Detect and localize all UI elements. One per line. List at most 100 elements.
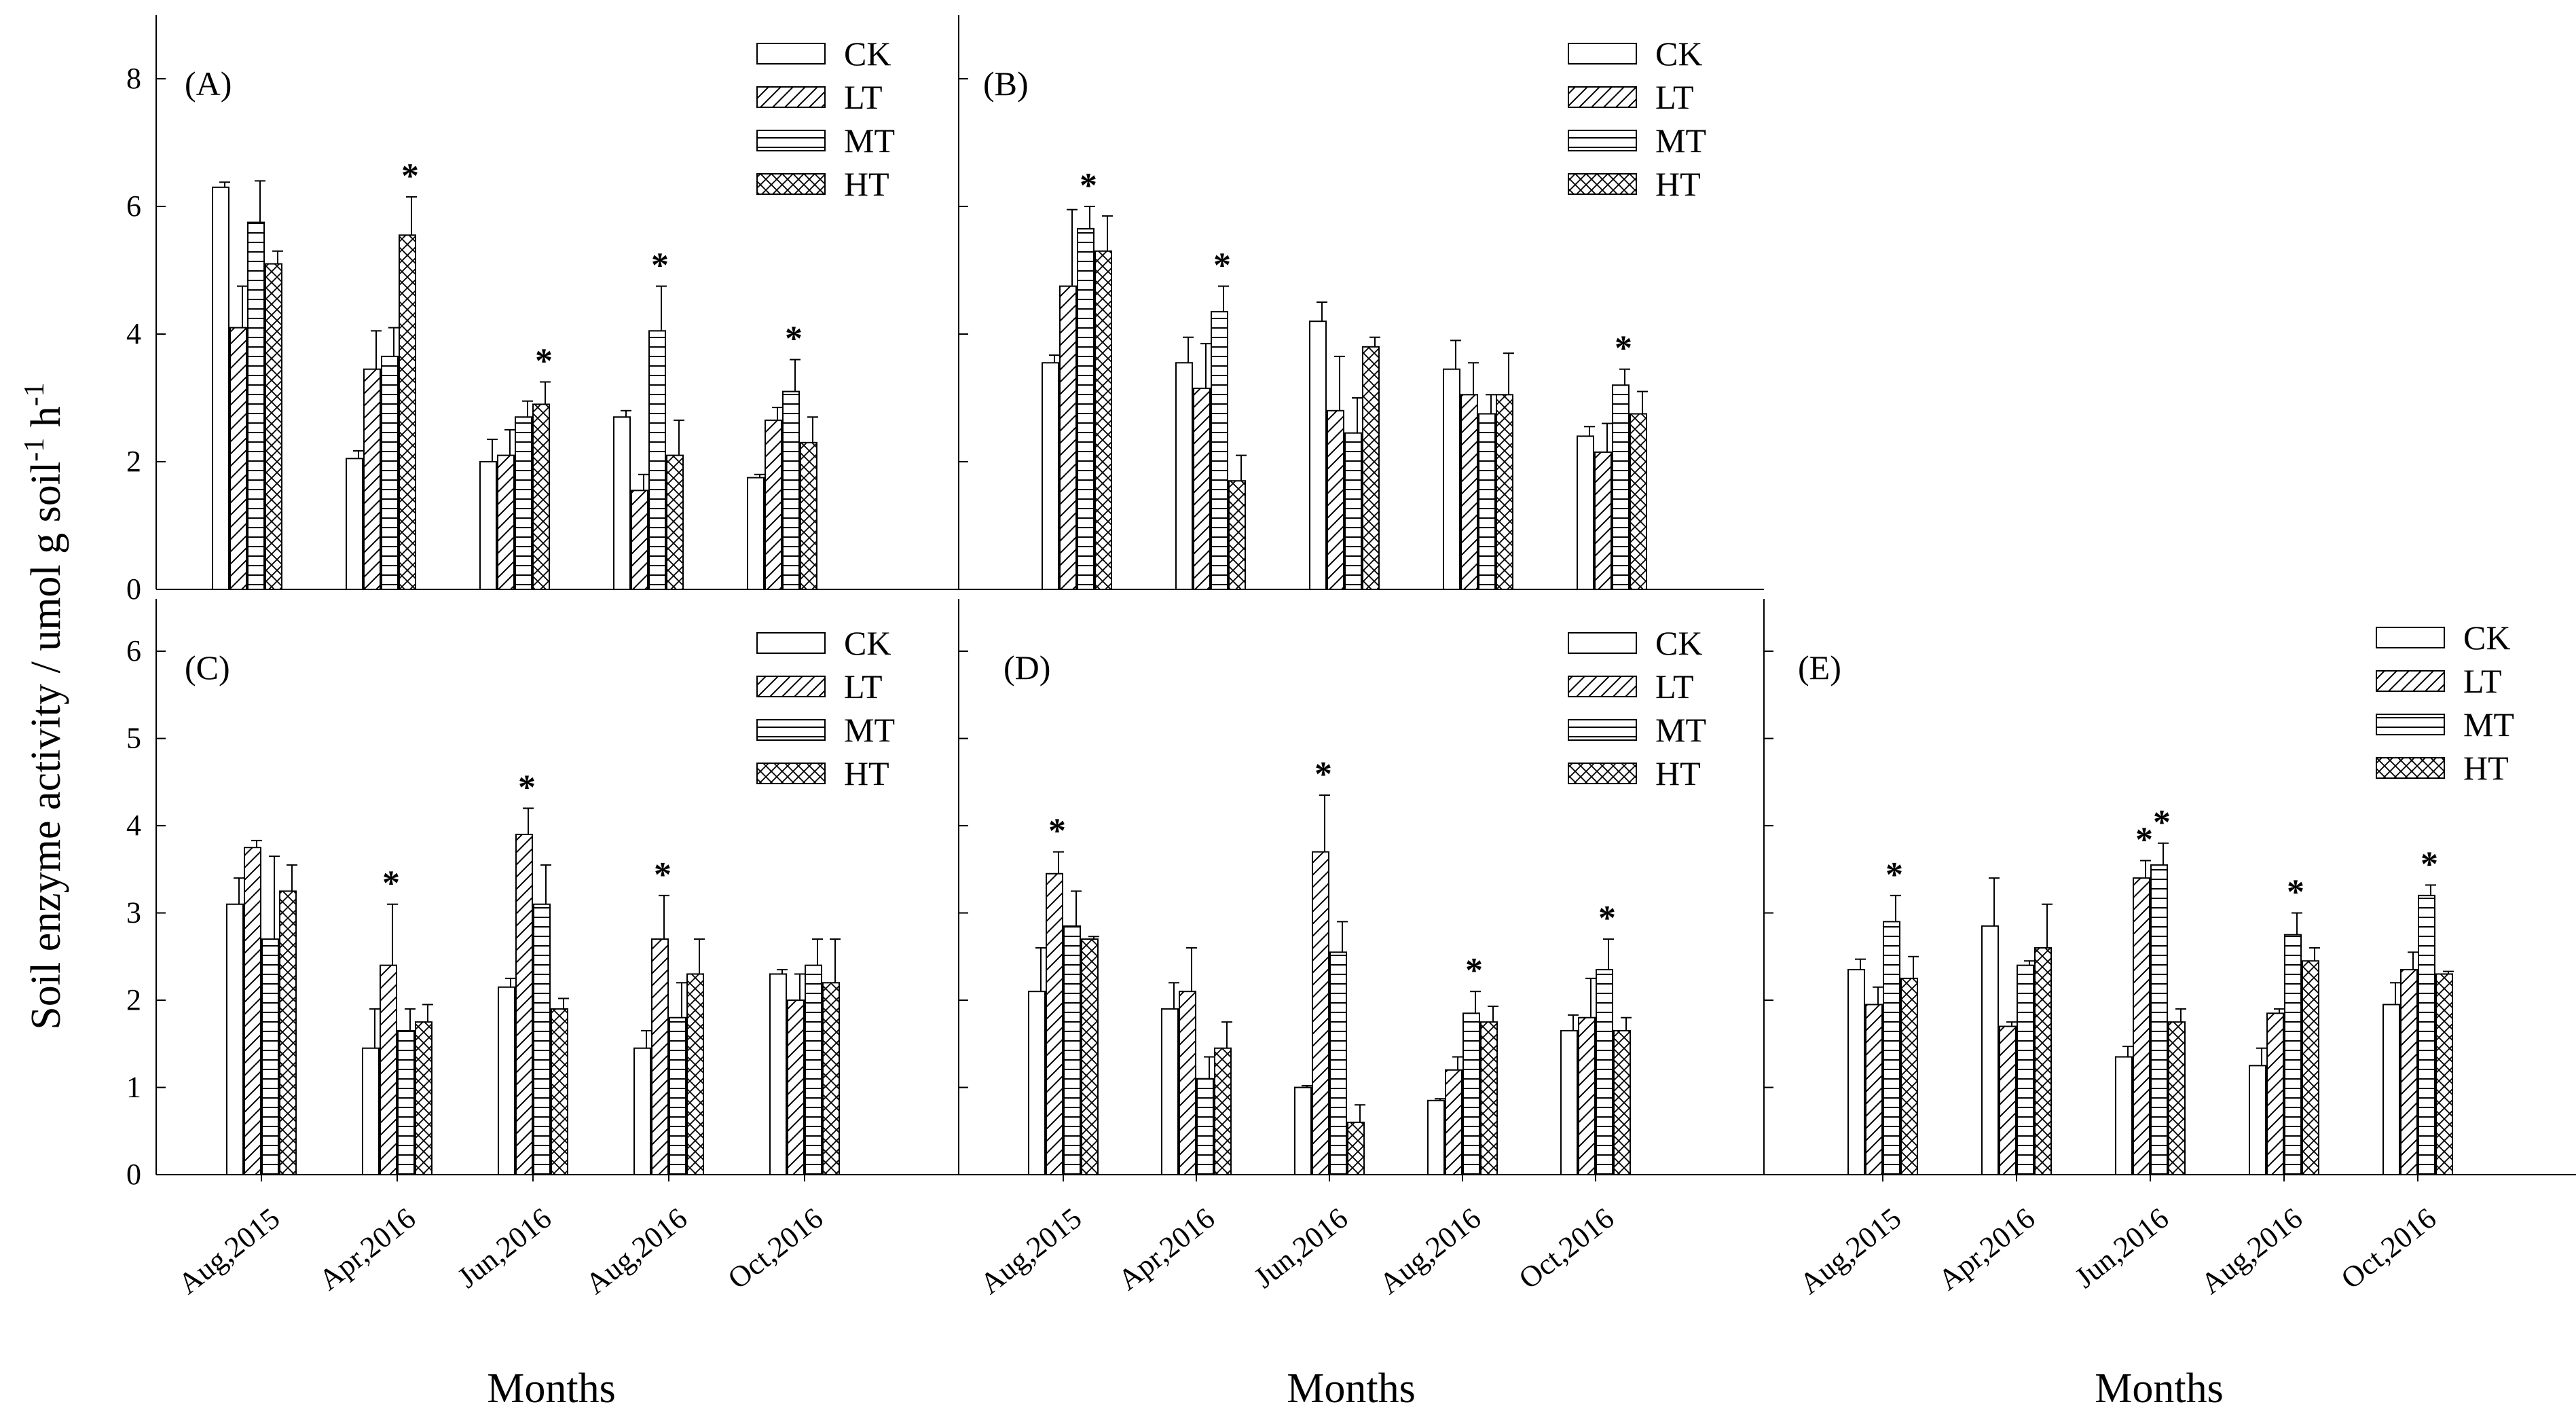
bar-mt	[1063, 925, 1081, 1176]
bar-lt	[363, 368, 381, 590]
legend-label-ck: CK	[2463, 619, 2510, 657]
bar-ck	[226, 903, 244, 1176]
bar-lt	[1179, 991, 1196, 1175]
x-tick-label: Jun,2016	[1248, 1201, 1354, 1294]
x-tick-label: Apr,2016	[1111, 1201, 1221, 1297]
bar-ck	[346, 458, 363, 590]
significance-marker: *	[654, 856, 671, 894]
x-tick-label: Aug,2015	[1793, 1201, 1907, 1300]
bar-lt	[2266, 1012, 2284, 1175]
legend-label-mt: MT	[1655, 122, 1706, 160]
bar-lt	[1594, 451, 1612, 591]
x-tick-label: Oct,2016	[722, 1201, 829, 1296]
bar-mt	[805, 964, 822, 1175]
significance-marker: *	[1598, 899, 1616, 938]
bar-ck	[362, 1047, 380, 1176]
bar-ck	[212, 186, 229, 590]
bar-ck	[1847, 969, 1865, 1175]
legend-label-lt: LT	[844, 667, 883, 705]
bar-ck	[769, 973, 787, 1175]
bar-ck	[747, 477, 765, 590]
bar-mt	[515, 416, 532, 591]
bar-mt	[2017, 964, 2034, 1175]
bar-mt	[782, 390, 800, 590]
bar-ck	[498, 986, 515, 1175]
bar-mt	[247, 221, 265, 590]
y-tick-label: 6	[126, 634, 141, 667]
x-tick-label: Aug,2016	[579, 1201, 693, 1300]
bar-ht	[415, 1021, 433, 1175]
significance-marker: *	[1465, 951, 1483, 990]
bar-lt	[1327, 409, 1344, 590]
legend-label-ht: HT	[1655, 754, 1701, 792]
bar-mt	[1196, 1078, 1214, 1175]
bar-mt	[533, 903, 551, 1176]
bar-ck	[2249, 1065, 2266, 1175]
x-tick-label: Aug,2016	[1373, 1201, 1487, 1300]
bar-lt	[497, 454, 515, 590]
bar-ck	[1042, 362, 1059, 590]
legend-swatch-ht	[2376, 757, 2445, 779]
bar-mt	[2284, 934, 2302, 1175]
bar-ht	[1496, 394, 1513, 590]
bar-ht	[532, 403, 550, 591]
x-tick-label: Aug,2015	[172, 1201, 286, 1300]
bar-ht	[1480, 1021, 1498, 1175]
bar-lt	[244, 847, 261, 1175]
panel-label: (A)	[185, 65, 232, 103]
y-axis-label: Soil enzyme activity / umol g soil-1 h-1	[19, 382, 69, 1029]
bar-ck	[1560, 1030, 1578, 1175]
legend-label-ht: HT	[844, 165, 889, 203]
y-tick-label: 4	[126, 809, 141, 842]
legend-swatch-ck	[1568, 43, 1637, 65]
bar-mt	[1883, 921, 1900, 1175]
bar-ck	[1175, 362, 1193, 590]
legend-swatch-ht	[1568, 763, 1637, 784]
significance-marker: *	[1615, 329, 1632, 368]
bar-ht	[1613, 1030, 1631, 1175]
bar-mt	[1596, 969, 1613, 1175]
legend-label-mt: MT	[2463, 705, 2514, 744]
bar-mt	[1478, 413, 1496, 590]
legend-swatch-lt	[756, 676, 826, 697]
legend-label-lt: LT	[2463, 662, 2502, 700]
significance-marker: *	[518, 768, 536, 807]
bar-ht	[1081, 938, 1099, 1176]
panel-label: (C)	[185, 648, 230, 686]
bar-ck	[613, 416, 631, 591]
legend-swatch-ck	[756, 632, 826, 654]
bar-ht	[1214, 1047, 1232, 1176]
y-tick-label: 8	[126, 62, 141, 95]
x-tick-label: Aug,2015	[974, 1201, 1088, 1300]
bar-lt	[1059, 285, 1077, 590]
legend-swatch-lt	[1568, 676, 1637, 697]
bar-ht	[1630, 413, 1647, 590]
bar-ht	[1900, 977, 1918, 1175]
significance-marker: *	[2135, 820, 2153, 859]
legend-swatch-lt	[756, 86, 826, 108]
legend-label-lt: LT	[1655, 78, 1694, 116]
significance-marker: *	[382, 864, 400, 903]
x-tick-label: Apr,2016	[312, 1201, 422, 1297]
significance-marker: *	[1048, 812, 1066, 851]
y-tick-label: 5	[126, 722, 141, 755]
y-tick-label: 2	[126, 445, 141, 478]
bar-ht	[1347, 1121, 1365, 1175]
bar-lt	[1578, 1016, 1596, 1176]
bar-ck	[1294, 1086, 1312, 1175]
bar-ht	[2435, 973, 2453, 1175]
legend-label-mt: MT	[844, 711, 895, 749]
y-tick-label: 1	[126, 1071, 141, 1104]
bar-mt	[648, 330, 666, 590]
bar-mt	[261, 938, 279, 1176]
bar-mt	[1612, 384, 1630, 590]
bar-lt	[631, 490, 648, 590]
bar-mt	[2150, 864, 2168, 1175]
legend-swatch-mt	[1568, 719, 1637, 741]
legend-label-ck: CK	[844, 624, 891, 662]
legend-swatch-ht	[756, 173, 826, 195]
x-tick-label: Jun,2016	[2069, 1201, 2175, 1294]
bar-mt	[669, 1016, 686, 1176]
legend-label-ck: CK	[844, 35, 891, 73]
